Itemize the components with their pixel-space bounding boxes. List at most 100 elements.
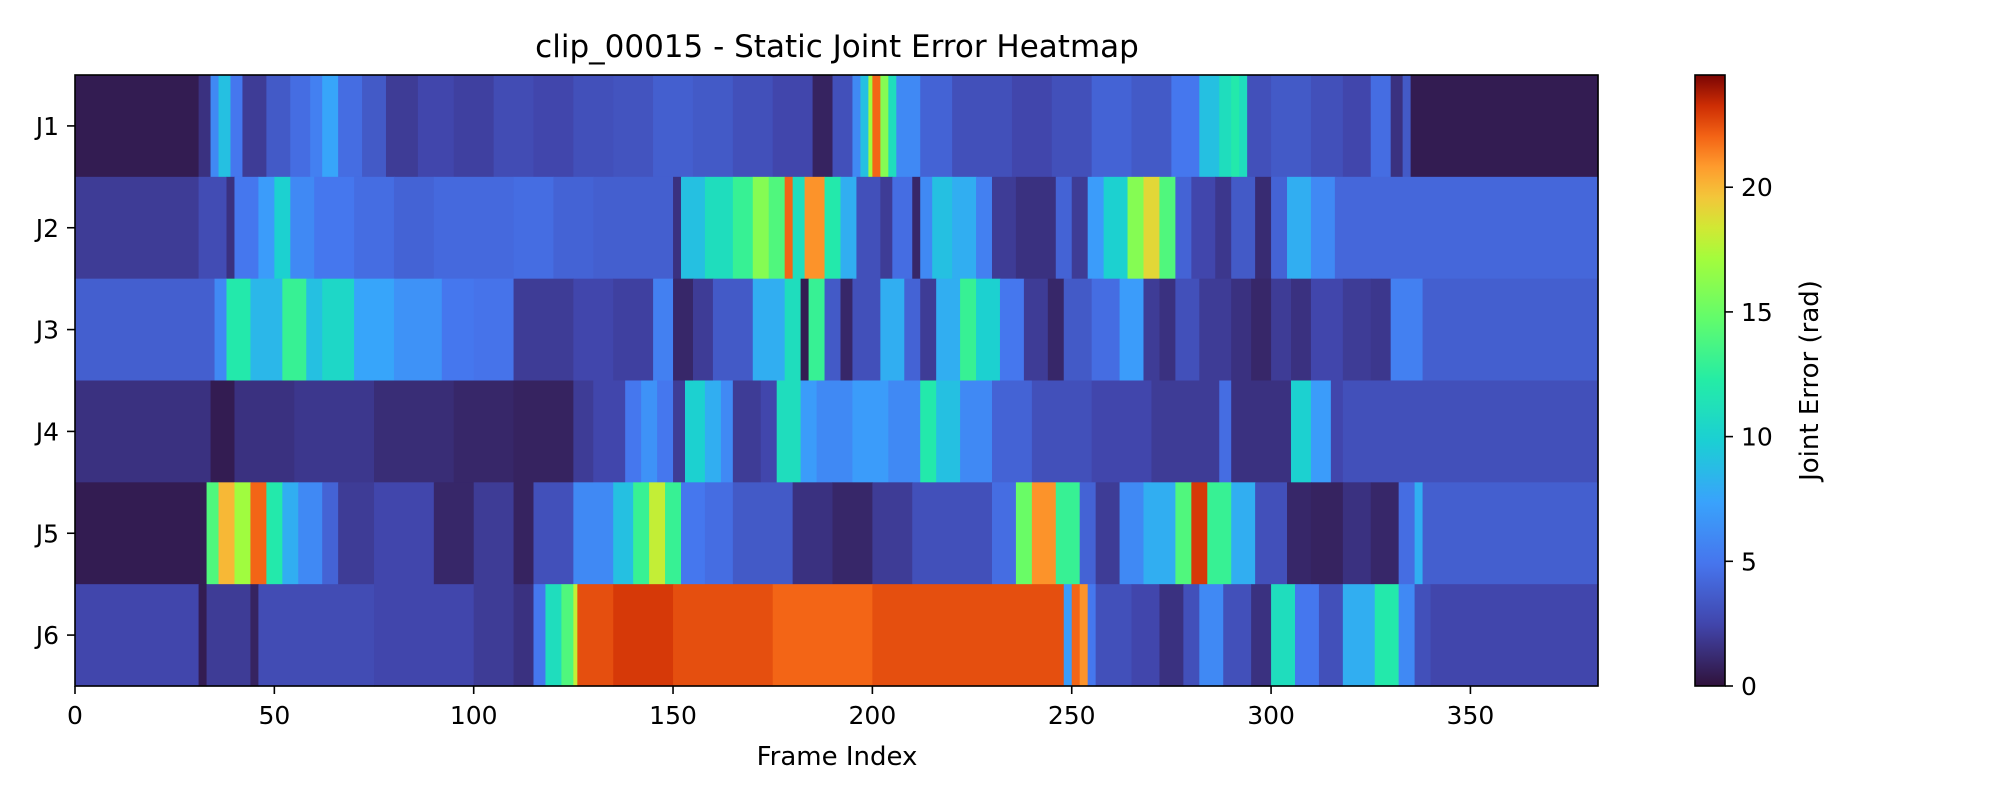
heatmap-cell bbox=[1131, 75, 1172, 178]
heatmap-cell bbox=[1199, 278, 1232, 382]
heatmap-cell bbox=[573, 278, 614, 382]
heatmap-cell bbox=[1191, 482, 1208, 585]
heatmap-cell bbox=[573, 584, 578, 687]
heatmap-cell bbox=[824, 176, 842, 280]
colorbar-tick-label: 15 bbox=[1741, 298, 1773, 327]
heatmap-cell bbox=[1151, 380, 1220, 483]
heatmap-cell bbox=[1342, 380, 1599, 483]
heatmap-cell bbox=[1031, 380, 1093, 483]
heatmap-cell bbox=[665, 482, 682, 585]
heatmap-cell bbox=[804, 176, 826, 280]
heatmap-cell bbox=[1398, 584, 1416, 687]
heatmap-cell bbox=[234, 482, 252, 585]
heatmap-cell bbox=[832, 75, 854, 178]
heatmap-cell bbox=[385, 75, 419, 178]
heatmap-cell bbox=[266, 75, 291, 178]
x-axis-label: Frame Index bbox=[757, 742, 918, 772]
heatmap-cell bbox=[226, 176, 236, 280]
heatmap-cell bbox=[1131, 584, 1161, 687]
heatmap-cell bbox=[198, 75, 212, 178]
heatmap-cell bbox=[856, 176, 881, 280]
heatmap-cell bbox=[840, 176, 858, 280]
heatmap-cell bbox=[760, 380, 778, 483]
heatmap-cell bbox=[513, 482, 535, 585]
heatmap-cell bbox=[1127, 176, 1145, 280]
heatmap-cell bbox=[896, 75, 921, 178]
heatmap-cell bbox=[625, 380, 642, 483]
heatmap-cell bbox=[1159, 176, 1176, 280]
heatmap-cell bbox=[1342, 278, 1372, 382]
chart-title: clip_00015 - Static Joint Error Heatmap bbox=[535, 29, 1139, 65]
x-tick-label: 50 bbox=[258, 701, 290, 730]
heatmap-cell bbox=[1342, 584, 1376, 687]
heatmap-cell bbox=[1199, 75, 1220, 178]
heatmap-cell bbox=[473, 278, 515, 382]
heatmap-cell bbox=[545, 584, 563, 687]
heatmap-cell bbox=[880, 75, 889, 178]
heatmap-cell bbox=[1063, 278, 1093, 382]
x-tick-label: 0 bbox=[67, 701, 83, 730]
x-tick-label: 300 bbox=[1247, 701, 1295, 730]
heatmap-cell bbox=[1231, 176, 1256, 280]
heatmap-cell bbox=[1310, 482, 1344, 585]
colorbar-axis: 0 5 10 15 20 bbox=[1725, 173, 1773, 701]
heatmap-cell bbox=[1414, 482, 1424, 585]
heatmap-cell bbox=[1287, 176, 1312, 280]
heatmap-cell bbox=[282, 482, 299, 585]
heatmap-cell bbox=[1287, 482, 1312, 585]
heatmap-cell bbox=[852, 278, 881, 382]
heatmap-cell bbox=[673, 176, 682, 280]
heatmap-cell bbox=[338, 75, 363, 178]
heatmap-cell bbox=[952, 75, 1013, 178]
heatmap-cell bbox=[573, 380, 594, 483]
heatmap-cell bbox=[1095, 584, 1133, 687]
heatmap-cell bbox=[533, 75, 574, 178]
heatmap-cell bbox=[290, 75, 311, 178]
heatmap-cell bbox=[784, 176, 794, 280]
heatmap-cell bbox=[812, 75, 834, 178]
heatmap-cell bbox=[214, 278, 228, 382]
heatmap-cell bbox=[1310, 75, 1344, 178]
heatmap-cell bbox=[800, 380, 818, 483]
heatmap-cell bbox=[1159, 584, 1184, 687]
heatmap-cell bbox=[310, 75, 323, 178]
heatmap-cell bbox=[322, 278, 355, 382]
heatmap-cells bbox=[75, 75, 1599, 687]
heatmap-cell bbox=[234, 176, 259, 280]
heatmap-cell bbox=[354, 278, 395, 382]
heatmap-cell bbox=[772, 75, 814, 178]
heatmap-cell bbox=[880, 176, 893, 280]
heatmap-cell bbox=[1294, 584, 1320, 687]
heatmap-cell bbox=[1215, 176, 1232, 280]
heatmap-cell bbox=[573, 75, 614, 178]
heatmap-cell bbox=[920, 380, 937, 483]
heatmap-cell bbox=[1422, 278, 1599, 382]
heatmap-cell bbox=[493, 75, 535, 178]
heatmap-cell bbox=[912, 176, 921, 280]
heatmap-cell bbox=[75, 176, 200, 280]
heatmap-cell bbox=[1015, 482, 1033, 585]
heatmap-cell bbox=[1051, 75, 1093, 178]
heatmap-cell bbox=[860, 75, 869, 178]
heatmap-cell bbox=[1422, 482, 1599, 585]
heatmap-cell bbox=[513, 176, 555, 280]
heatmap-cell bbox=[832, 482, 873, 585]
heatmap-cell bbox=[242, 75, 267, 178]
heatmap-cell bbox=[473, 482, 515, 585]
heatmap-cell bbox=[1251, 278, 1272, 382]
heatmap-cell bbox=[976, 278, 1001, 382]
heatmap-cell bbox=[872, 75, 881, 178]
heatmap-cell bbox=[266, 482, 283, 585]
heatmap-cell bbox=[1291, 278, 1312, 382]
heatmap-cell bbox=[1247, 75, 1272, 178]
heatmap-cell bbox=[704, 482, 734, 585]
y-axis: J1 J2 J3 J4 J5 J6 bbox=[34, 112, 75, 650]
heatmap-cell bbox=[904, 278, 921, 382]
heatmap-cell bbox=[1171, 75, 1200, 178]
heatmap-cell bbox=[393, 278, 443, 382]
heatmap-cell bbox=[1183, 584, 1200, 687]
heatmap-cell bbox=[872, 482, 913, 585]
heatmap-cell bbox=[1087, 176, 1105, 280]
x-tick-label: 100 bbox=[450, 701, 498, 730]
heatmap-cell bbox=[692, 278, 714, 382]
